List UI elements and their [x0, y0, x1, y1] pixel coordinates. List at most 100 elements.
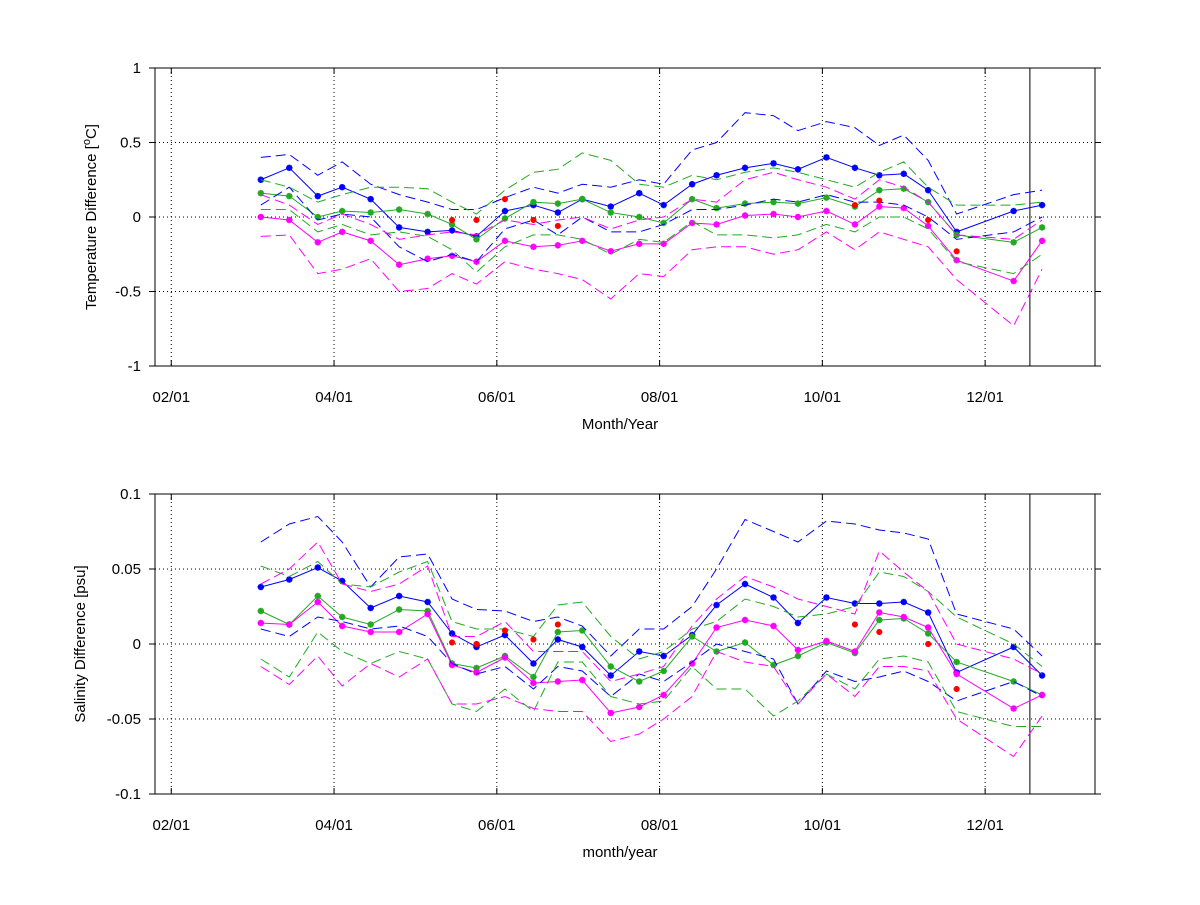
data-point-magenta [579, 237, 586, 245]
data-point-magenta [770, 210, 777, 218]
data-point-blue [900, 170, 907, 177]
data-point-blue [530, 660, 537, 667]
x-axis-label: Month/Year [582, 416, 658, 433]
data-point-blue [1038, 201, 1046, 209]
data-point-red [449, 639, 456, 646]
data-point-blue [924, 609, 932, 616]
data-point-blue [286, 164, 293, 172]
data-point-green [367, 621, 374, 628]
data-point-blue [1038, 672, 1046, 679]
data-point-red [449, 216, 456, 223]
data-point-blue [314, 564, 321, 571]
data-point-magenta [395, 628, 403, 636]
data-point-magenta [900, 613, 907, 621]
x-tick-label: 10/01 [804, 389, 842, 406]
data-point-green [794, 200, 802, 207]
x-tick-label: 08/01 [641, 389, 679, 406]
data-point-blue [636, 648, 643, 655]
data-point-blue [924, 186, 932, 194]
data-point-green [876, 186, 883, 194]
series-line-magenta [260, 601, 1043, 714]
data-point-blue [501, 207, 509, 215]
data-point-green [554, 628, 562, 636]
data-point-blue [851, 164, 859, 172]
data-point-red [473, 641, 480, 647]
data-point-blue [713, 601, 720, 609]
data-point-magenta [257, 213, 265, 221]
data-point-green [579, 195, 586, 203]
data-point-green [501, 215, 509, 222]
series-line-green-bound [260, 560, 1043, 667]
data-point-green [367, 209, 374, 216]
data-point-green [660, 667, 667, 675]
y-tick-label: 0.1 [120, 486, 141, 503]
data-point-blue [1010, 207, 1017, 215]
data-point-blue [367, 195, 374, 203]
data-point-green [338, 207, 346, 215]
data-point-blue [338, 577, 346, 585]
data-point-magenta [286, 216, 293, 224]
series-line-blue-bound [260, 515, 1043, 657]
data-point-red [530, 216, 537, 223]
y-tick-label: 0.5 [120, 135, 141, 152]
data-point-green [713, 204, 720, 212]
data-point-green [607, 663, 614, 670]
data-point-magenta [367, 237, 374, 245]
data-point-magenta [924, 624, 932, 631]
y-tick-label: -0.1 [115, 786, 141, 803]
data-point-blue [823, 594, 830, 601]
data-point-green [607, 209, 614, 216]
data-point-magenta [554, 678, 562, 685]
data-point-green [530, 198, 537, 206]
data-point-green [286, 192, 293, 200]
plot-salinity: 02/01 04/01 06/01 08/01 10/01 12/01 0.1 0.05 0 -0… [72, 486, 1101, 861]
data-point-magenta [338, 228, 346, 236]
y-tick-label: -0.5 [115, 284, 141, 301]
x-axis-label: month/year [582, 844, 657, 861]
data-point-blue [579, 643, 586, 651]
data-point-magenta [924, 222, 932, 230]
data-point-blue [395, 224, 403, 231]
data-point-red [554, 222, 561, 229]
data-point-magenta [823, 637, 830, 645]
data-point-green [688, 195, 696, 203]
data-point-green [636, 213, 643, 221]
y-tick-label: -1 [128, 358, 141, 375]
data-point-magenta [448, 252, 456, 259]
data-point-blue [367, 604, 374, 612]
data-point-blue [741, 580, 749, 588]
data-point-red [953, 248, 960, 255]
data-point-blue [900, 598, 907, 606]
data-point-green [395, 606, 403, 613]
data-point-magenta [688, 219, 696, 227]
series-line-magenta-bound [260, 541, 1043, 683]
data-point-blue [554, 636, 562, 643]
series-line-blue-bound [260, 112, 1043, 215]
data-point-blue [424, 598, 431, 606]
x-tick-label: 08/01 [641, 817, 679, 834]
data-point-magenta [257, 619, 265, 627]
data-point-green [257, 607, 265, 615]
data-point-green [636, 678, 643, 685]
data-point-magenta [794, 646, 802, 654]
data-point-blue [501, 631, 509, 639]
data-point-green [1038, 224, 1046, 231]
data-point-magenta [823, 207, 830, 215]
data-point-blue [395, 592, 403, 600]
data-point-red [473, 216, 480, 223]
data-point-magenta [660, 691, 667, 699]
data-point-magenta [1010, 277, 1017, 285]
plot-temperature: 02/01 04/01 06/01 08/01 10/01 12/01 1 0.5 0 -0.5 -… [81, 60, 1101, 433]
data-point-blue [713, 172, 720, 179]
data-point-green [876, 616, 883, 624]
data-point-blue [770, 594, 777, 601]
data-point-red [501, 627, 508, 634]
data-point-blue [770, 160, 777, 167]
data-point-green [338, 613, 346, 621]
data-point-magenta [473, 669, 480, 676]
data-point-magenta [395, 261, 403, 268]
y-tick-label: 0.05 [112, 561, 141, 578]
x-tick-label: 12/01 [966, 389, 1004, 406]
x-tick-label: 02/01 [153, 389, 191, 406]
